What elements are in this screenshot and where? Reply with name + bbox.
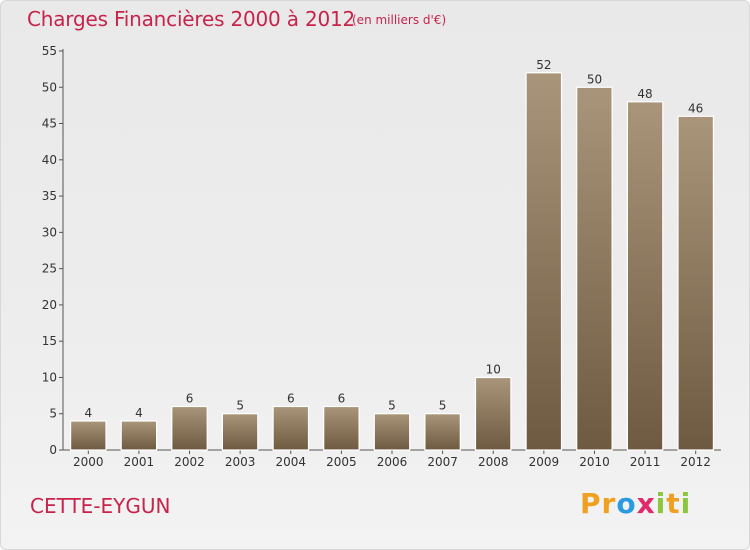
bar-2004 [272, 405, 310, 451]
x-tick-label-2006: 2006 [377, 455, 408, 469]
data-label-2004: 6 [287, 391, 295, 405]
chart-title: Charges Financières 2000 à 2012 [27, 7, 356, 31]
x-tick-label-2003: 2003 [225, 455, 256, 469]
bar-2011 [626, 101, 664, 451]
y-tick-label: 55 [42, 44, 57, 58]
data-label-2011: 48 [637, 87, 652, 101]
x-tick-label-2012: 2012 [680, 455, 711, 469]
logo-letter: i [680, 487, 692, 520]
bar-2000 [69, 420, 107, 451]
bar-2010 [576, 86, 613, 451]
data-label-2007: 5 [439, 399, 447, 413]
x-tick-label-2009: 2009 [529, 455, 560, 469]
data-label-2005: 6 [338, 391, 346, 405]
chart-unit: (en milliers d'€) [352, 13, 447, 27]
y-tick-label: 5 [49, 407, 57, 421]
bar-2003 [221, 413, 259, 451]
x-tick-label-2007: 2007 [427, 455, 458, 469]
x-tick-label-2001: 2001 [124, 455, 155, 469]
bar-2012 [677, 115, 715, 451]
bar-2007 [424, 413, 461, 451]
data-label-2010: 50 [587, 72, 602, 86]
commune-name: CETTE-EYGUN [30, 494, 171, 518]
x-tick-label-2000: 2000 [73, 455, 104, 469]
y-tick-label: 50 [42, 80, 57, 94]
x-tick-label-2005: 2005 [326, 455, 357, 469]
bar-2008 [474, 376, 512, 451]
data-label-2012: 46 [688, 101, 703, 115]
data-label-2000: 4 [84, 406, 92, 420]
y-tick-label: 15 [42, 334, 57, 348]
data-label-2009: 52 [536, 58, 551, 72]
y-tick-label: 35 [42, 189, 57, 203]
bar-2005 [323, 405, 360, 451]
bar-2006 [373, 413, 411, 451]
x-tick-label-2004: 2004 [275, 455, 306, 469]
data-label-2002: 6 [186, 391, 194, 405]
x-tick-label-2008: 2008 [478, 455, 509, 469]
logo-letter: t [666, 487, 681, 520]
y-tick-label: 40 [42, 153, 57, 167]
logo-letter: i [655, 487, 667, 520]
logo-letter: P [580, 487, 602, 520]
data-label-2006: 5 [388, 399, 396, 413]
bar-2001 [120, 420, 158, 451]
x-tick-label-2010: 2010 [579, 455, 610, 469]
proxiti-logo[interactable]: Proxiti [580, 487, 691, 520]
logo-letter: x [636, 487, 656, 520]
logo-letter: r [601, 487, 617, 520]
y-tick-label: 10 [42, 370, 57, 384]
y-tick-label: 30 [42, 225, 57, 239]
logo-letter: o [616, 487, 637, 520]
y-tick-label: 45 [42, 117, 57, 131]
labels: 4 2000 4 2001 6 2002 5 2003 6 2004 6 2005 5 2006 5 2007… [73, 58, 711, 469]
x-tick-label-2002: 2002 [174, 455, 205, 469]
bar-2002 [171, 405, 208, 451]
bars [69, 72, 715, 451]
data-label-2008: 10 [486, 362, 501, 376]
y-tick-label: 0 [49, 443, 57, 457]
data-label-2001: 4 [135, 406, 143, 420]
data-label-2003: 5 [236, 399, 244, 413]
y-tick-label: 20 [42, 298, 57, 312]
x-tick-label-2011: 2011 [630, 455, 661, 469]
y-tick-label: 25 [42, 262, 57, 276]
bar-2009 [525, 72, 563, 451]
